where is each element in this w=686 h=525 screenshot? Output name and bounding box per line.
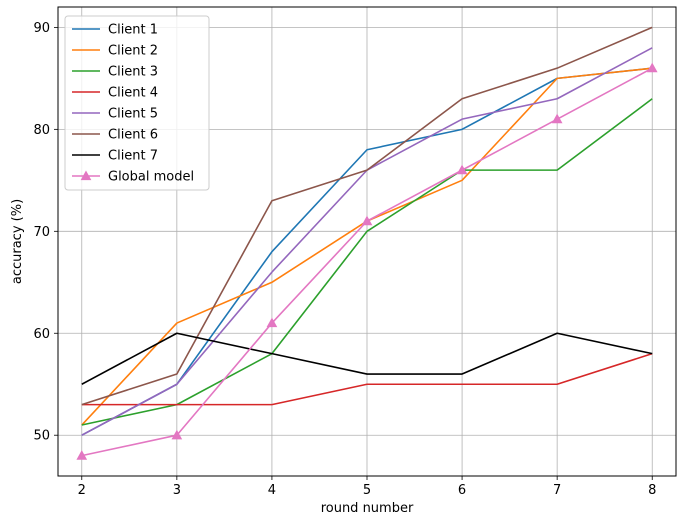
series-client-4 (81, 352, 653, 406)
legend-item-client-5: Client 5 (72, 107, 158, 122)
legend-item-global-model: Global model (72, 170, 194, 185)
x-tick-label: 2 (78, 483, 86, 498)
legend-items: Client 1 Client 2 Client 3 Client 4 Client 5… (72, 23, 194, 185)
series-line (81, 332, 653, 385)
axis-ticks: 2 3 4 5 6 7 8 50 60 70 80 90 (33, 21, 656, 498)
legend-box (64, 15, 210, 191)
series-line (81, 26, 653, 406)
legend-item-client-2: Client 2 (72, 44, 158, 59)
legend: Client 1 Client 2 Client 3 Client 4 Client 5… (64, 15, 210, 191)
legend-item-client-4: Client 4 (72, 86, 158, 101)
legend-label: Client 6 (108, 128, 158, 143)
y-axis-label: accuracy (%) (10, 199, 25, 284)
data-point (361, 215, 373, 226)
series-client-6 (81, 26, 653, 406)
x-tick-label: 7 (553, 483, 561, 498)
data-point (456, 164, 468, 175)
x-tick-label: 8 (648, 483, 656, 498)
legend-label: Client 4 (108, 86, 158, 101)
x-tick-label: 4 (268, 483, 276, 498)
y-tick-label: 80 (33, 123, 50, 138)
legend-label: Global model (108, 170, 194, 185)
legend-label: Client 2 (108, 44, 158, 59)
y-tick-label: 50 (33, 429, 50, 444)
series-line (81, 352, 653, 406)
data-point (171, 429, 183, 440)
legend-label: Client 1 (108, 23, 158, 38)
data-point (646, 62, 658, 73)
legend-item-client-3: Client 3 (72, 65, 158, 80)
x-tick-label: 6 (458, 483, 466, 498)
y-tick-label: 90 (33, 21, 50, 36)
legend-item-client-7: Client 7 (72, 149, 158, 164)
data-point (76, 450, 88, 460)
legend-label: Client 7 (108, 149, 158, 164)
x-axis-label: round number (321, 501, 414, 516)
series-client-7 (81, 332, 653, 385)
legend-label: Client 3 (108, 65, 158, 80)
x-tick-label: 3 (173, 483, 181, 498)
legend-marker (80, 170, 92, 181)
data-point (551, 113, 563, 124)
series-lines (76, 26, 658, 460)
y-tick-label: 60 (33, 327, 50, 342)
data-point (266, 317, 278, 328)
legend-label: Client 5 (108, 107, 158, 122)
legend-item-client-1: Client 1 (72, 23, 158, 38)
x-tick-label: 5 (363, 483, 371, 498)
series-global-model (76, 62, 658, 460)
y-tick-label: 70 (33, 225, 50, 240)
legend-item-client-6: Client 6 (72, 128, 158, 143)
